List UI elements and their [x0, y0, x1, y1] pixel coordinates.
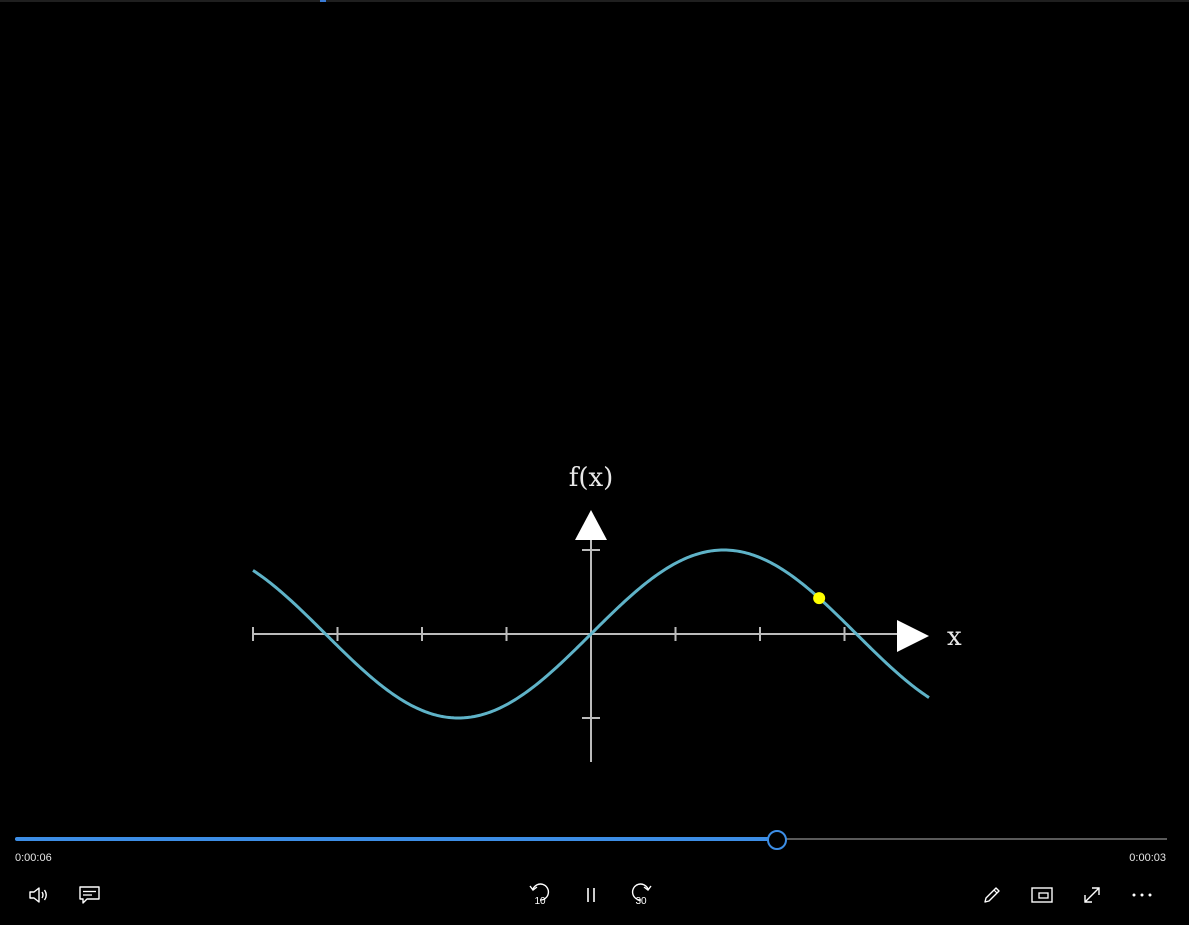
- fullscreen-button[interactable]: [1072, 876, 1112, 914]
- seek-bar[interactable]: [15, 826, 1167, 854]
- x-axis-label: x: [947, 622, 962, 652]
- draw-button[interactable]: [972, 876, 1012, 914]
- more-options-icon: [1132, 893, 1152, 897]
- fullscreen-icon: [1084, 887, 1100, 903]
- window-top-edge: [0, 0, 1189, 2]
- captions-button[interactable]: [70, 876, 110, 914]
- sine-plot: f(x) x: [252, 463, 962, 762]
- seek-thumb[interactable]: [767, 830, 788, 850]
- pause-icon: [587, 888, 595, 902]
- video-frame[interactable]: f(x) x: [0, 2, 1189, 822]
- volume-button[interactable]: [20, 876, 60, 914]
- mini-view-icon: [1031, 887, 1053, 903]
- y-axis-arrow: [575, 510, 607, 540]
- pause-button[interactable]: [571, 876, 611, 914]
- pen-icon: [984, 887, 1000, 903]
- y-axis-label: f(x): [569, 463, 614, 493]
- skip-forward-seconds: 30: [635, 896, 647, 907]
- skip-back-button[interactable]: 10: [520, 876, 560, 914]
- axes: [253, 510, 929, 762]
- remaining-time: 0:00:03: [1129, 852, 1166, 864]
- x-axis-arrow: [897, 620, 929, 652]
- mini-view-button[interactable]: [1022, 876, 1062, 914]
- title-accent: [320, 0, 326, 2]
- moving-point: [813, 592, 826, 605]
- axis-ticks: [252, 549, 846, 719]
- elapsed-time: 0:00:06: [15, 852, 52, 864]
- volume-icon: [29, 887, 47, 903]
- more-options-button[interactable]: [1122, 876, 1162, 914]
- skip-back-icon: [529, 883, 550, 901]
- skip-forward-button[interactable]: 30: [621, 876, 661, 914]
- captions-icon: [79, 886, 100, 904]
- seek-progress: [15, 837, 777, 841]
- skip-forward-icon: [631, 883, 652, 901]
- skip-back-seconds: 10: [534, 896, 546, 907]
